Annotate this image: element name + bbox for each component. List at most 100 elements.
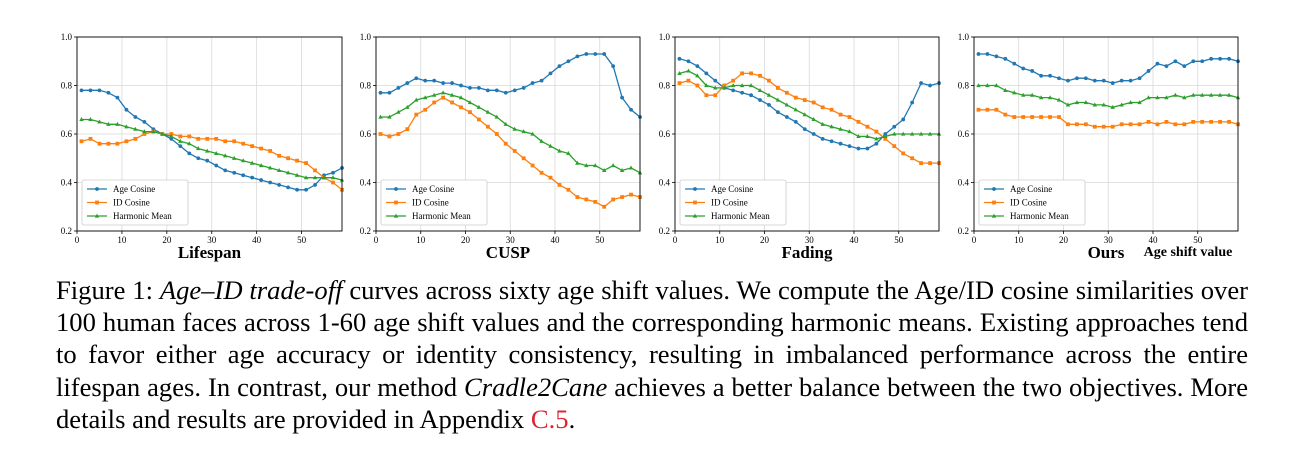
data-point [396,132,401,136]
data-point [838,126,843,131]
legend-box [380,179,488,226]
data-point [458,95,464,100]
x-tick-label: 0 [75,235,80,245]
data-point [1218,119,1223,124]
x-tick-label: 10 [117,235,127,245]
legend-label: Harmonic Mean [412,211,471,221]
data-point [677,70,682,75]
data-point [1128,78,1133,83]
data-point [892,131,897,136]
data-point [214,136,219,141]
data-point [749,71,753,76]
y-tick-label: 0.2 [61,226,72,236]
data-point [865,146,870,151]
data-point [1173,92,1178,97]
data-point [259,146,264,151]
appendix-link[interactable]: C.5 [530,403,569,434]
data-point [1110,104,1115,109]
legend-label: Age Cosine [113,184,155,194]
caption-italic-term: Age–ID trade-off [159,275,343,305]
y-tick-label: 0.8 [61,81,73,91]
data-point [704,83,709,88]
data-point [1155,61,1160,66]
data-point [304,187,308,192]
data-point [133,126,138,131]
data-point [1137,76,1142,81]
data-point [838,112,843,117]
data-point [276,167,282,172]
panel-title: Lifespan [178,243,242,262]
data-point [1128,122,1133,127]
data-point [713,93,718,98]
data-point [901,131,906,136]
data-point [593,52,598,56]
data-point [575,54,580,59]
data-point [566,59,571,64]
data-point [1083,100,1089,105]
data-point [739,83,745,88]
data-point [459,83,463,88]
data-point [758,73,762,78]
data-point [901,151,906,156]
data-point [856,146,861,151]
data-point [767,78,771,83]
data-point [620,95,625,100]
data-point [449,92,455,97]
data-point [1119,102,1124,107]
legend-marker [394,187,398,191]
data-point [731,78,736,83]
data-point [784,102,790,107]
legend-box [978,179,1086,226]
data-point [802,112,807,117]
data-point [178,134,183,139]
data-point [548,143,553,148]
data-point [1155,95,1160,100]
data-point [874,129,879,134]
data-point [187,141,192,146]
data-point [459,105,463,110]
data-point [423,78,428,83]
y-tick-label: 0.6 [61,129,73,139]
data-point [865,124,870,129]
data-point [1047,95,1053,100]
x-tick-label: 10 [416,235,426,245]
data-point [494,132,499,136]
x-tick-label: 20 [1059,235,1069,245]
data-point [602,204,607,209]
legend-marker [393,213,399,218]
data-point [793,107,799,112]
data-point [303,175,309,180]
data-point [258,163,264,168]
data-point [811,132,816,136]
data-point [1110,81,1115,85]
data-point [722,83,727,88]
data-point [450,100,454,105]
data-point [829,139,834,144]
data-point [539,138,544,143]
x-tick-label: 30 [506,235,516,245]
data-point [512,149,517,153]
data-point [1182,64,1187,68]
data-point [901,117,906,122]
legend-marker [992,187,996,191]
data-point [468,110,472,115]
data-point [1056,97,1062,102]
data-point [628,165,634,170]
data-point [892,144,897,149]
legend-label: Harmonic Mean [711,211,770,221]
data-point [731,88,736,93]
legend-box [679,179,787,226]
panel-title: CUSP [486,243,530,262]
data-point [450,81,454,85]
x-tick-label: 40 [550,235,560,245]
data-point [512,88,517,93]
data-point [811,100,816,105]
chart-panel-lifespan: 0.2 0.4 0.6 0.8 1.0 0 10 20 30 40 50 Age Cosine ID C… [61,32,345,262]
data-point [847,144,852,149]
data-point [829,107,834,112]
y-tick-label: 1.0 [958,32,970,42]
data-point [477,86,481,90]
data-point [695,83,700,88]
data-point [1110,124,1115,129]
data-point [250,144,255,149]
